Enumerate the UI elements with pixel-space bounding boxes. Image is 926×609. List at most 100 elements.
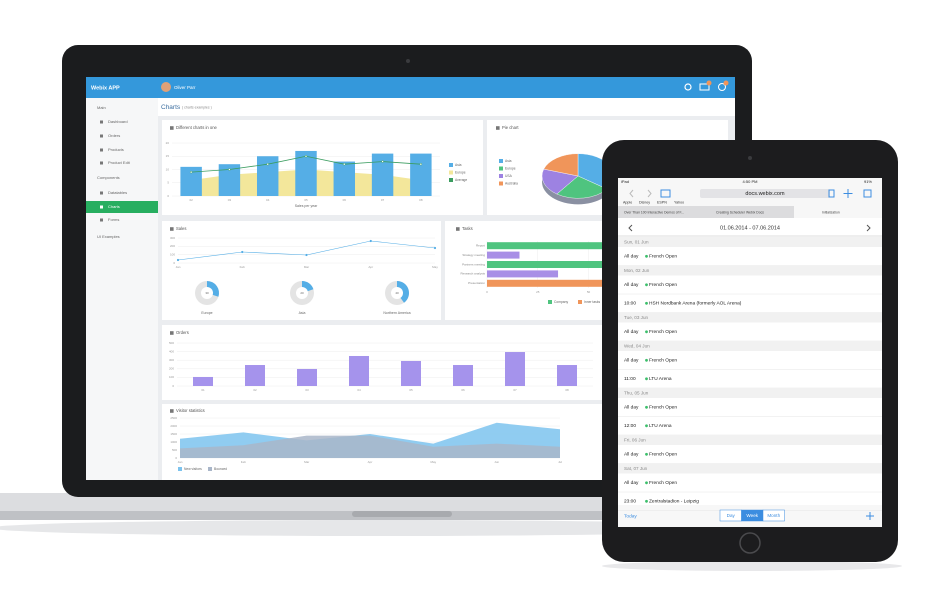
bookmarks-icon[interactable]	[660, 189, 671, 198]
donut-hole	[201, 287, 213, 299]
view-label[interactable]: Month	[767, 513, 780, 518]
menu-item[interactable]: Datatables	[108, 190, 127, 195]
view-label[interactable]: Day	[727, 513, 736, 518]
event-title[interactable]: French Open	[649, 329, 677, 335]
next-icon[interactable]	[866, 224, 871, 232]
bar	[180, 166, 202, 196]
event-dot	[645, 481, 648, 485]
y-tick-label: 0	[172, 384, 174, 388]
y-tick-label: 10	[166, 167, 170, 171]
share-icon[interactable]	[828, 189, 835, 198]
donut-label: Northern America	[383, 311, 410, 315]
today-button[interactable]: Today	[624, 513, 637, 519]
y-tick-label: Partners meeting	[462, 262, 485, 266]
day-header	[618, 341, 882, 351]
event-title[interactable]: LTU Arena	[649, 423, 672, 429]
pie-slice	[541, 168, 579, 195]
legend-label: USA	[505, 174, 513, 178]
prev-icon[interactable]	[628, 224, 633, 232]
tab-title[interactable]: Over Than 100 Interactive Demos of F...	[624, 210, 684, 214]
menu-item[interactable]: Orders	[108, 133, 120, 138]
event-time: All day	[624, 405, 639, 411]
event-time: All day	[624, 480, 639, 486]
event-title[interactable]: HSH Nordbank Arena (formerly AOL Arena)	[649, 301, 742, 307]
day-header	[618, 463, 882, 474]
active-tab[interactable]	[794, 206, 882, 218]
event-title[interactable]: Zentralstadion - Leipzig	[649, 499, 699, 505]
x-tick-label: 50	[587, 290, 591, 294]
search-icon[interactable]	[684, 83, 692, 91]
status-device: iPad	[621, 179, 629, 184]
tabs-icon[interactable]	[863, 189, 872, 198]
home-button[interactable]	[739, 532, 761, 554]
view-label[interactable]: Week	[746, 513, 758, 518]
menu-item[interactable]: Charts	[108, 204, 120, 209]
bookmark[interactable]: ESPN	[657, 200, 667, 204]
donut-slice	[397, 281, 409, 303]
bar	[453, 365, 473, 386]
event-title[interactable]: French Open	[649, 358, 677, 364]
day-header	[618, 388, 882, 398]
event-title[interactable]: French Open	[649, 452, 677, 458]
x-tick-label: 04	[357, 388, 361, 392]
x-axis-label: Sales per year	[295, 204, 318, 208]
menu-item[interactable]: Dashboard	[108, 119, 128, 124]
x-tick-label: 06	[343, 198, 347, 202]
back-icon[interactable]	[629, 189, 634, 198]
menu-group[interactable]: UI Examples	[97, 234, 120, 239]
x-tick-label: 04	[266, 198, 270, 202]
legend-swatch	[499, 159, 503, 163]
event-time: 11:00	[624, 376, 636, 382]
event-title[interactable]: French Open	[649, 254, 677, 260]
menu-item[interactable]: Product Edit	[108, 160, 131, 165]
x-tick-label: Jan	[176, 265, 181, 269]
bookmark[interactable]: Disney	[639, 200, 650, 204]
legend-swatch	[499, 166, 503, 171]
event-title[interactable]: French Open	[649, 480, 677, 486]
panel-title: Sales	[176, 226, 186, 231]
view-button[interactable]	[762, 509, 785, 522]
event-time: 12:00	[624, 423, 636, 429]
tab-title[interactable]: Initialization	[822, 210, 840, 214]
menu-group[interactable]: Main	[97, 105, 106, 110]
event-dot	[645, 405, 648, 409]
x-tick-label: 06	[461, 388, 465, 392]
bookmark[interactable]: Yahoo	[674, 200, 684, 204]
url-bar[interactable]	[700, 189, 830, 198]
x-tick-label: 07	[513, 388, 517, 392]
y-tick-label: 2500	[170, 416, 177, 420]
bar	[487, 261, 690, 268]
event-dot	[645, 424, 648, 428]
legend-label: Inner tasks	[584, 300, 600, 304]
page-header	[158, 98, 735, 116]
legend-swatch	[449, 163, 453, 167]
menu-icon	[100, 218, 103, 222]
tab-title[interactable]: Creating Scheduler Webix Docs	[716, 210, 764, 214]
y-tick-label: 400	[169, 349, 174, 353]
menu-group[interactable]: Components	[97, 175, 120, 180]
event-title[interactable]: LTU Arena	[649, 376, 672, 382]
event-title[interactable]: French Open	[649, 282, 677, 288]
x-tick-label: Apr	[368, 265, 373, 269]
chat-icon[interactable]	[718, 83, 726, 91]
menu-item[interactable]: Products	[108, 147, 124, 152]
y-tick-label: 1500	[170, 432, 177, 436]
forward-icon[interactable]	[647, 189, 652, 198]
legend-label: Asia	[505, 159, 512, 163]
bar	[505, 352, 525, 386]
y-tick-label: 5	[167, 181, 169, 185]
menu-item[interactable]: Forms	[108, 217, 119, 222]
y-tick-label: 1000	[170, 440, 177, 444]
bar	[245, 365, 265, 386]
new-tab-icon[interactable]	[843, 189, 853, 198]
bookmark[interactable]: Apple	[623, 200, 632, 204]
app-title: Webix APP	[91, 85, 120, 91]
event-title[interactable]: French Open	[649, 405, 677, 411]
y-tick-label: 100	[170, 252, 175, 256]
mail-icon[interactable]	[699, 83, 710, 91]
legend-swatch	[499, 181, 503, 186]
add-icon[interactable]	[866, 512, 874, 520]
legend-swatch	[499, 174, 503, 178]
bar	[193, 376, 213, 386]
